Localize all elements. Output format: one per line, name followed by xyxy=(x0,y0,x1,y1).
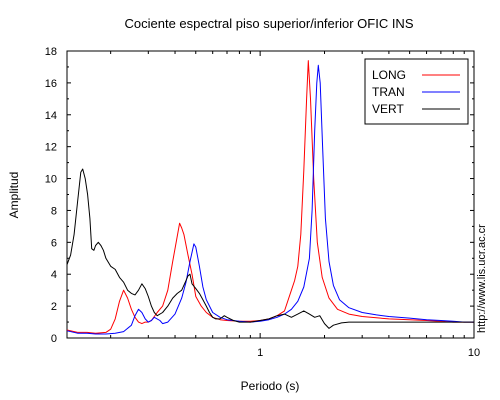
series-lines xyxy=(66,60,474,335)
y-tick-label: 6 xyxy=(51,237,57,249)
series-line-vert xyxy=(66,168,474,329)
chart-title: Cociente espectral piso superior/inferio… xyxy=(124,16,413,31)
watermark-url: http://www.lis.ucr.ac.cr xyxy=(476,224,488,333)
y-tick-label: 8 xyxy=(51,205,57,217)
x-tick-label: 1 xyxy=(257,347,263,359)
y-tick-label: 16 xyxy=(45,78,57,90)
legend-label-vert: VERT xyxy=(372,102,404,116)
legend-label-tran: TRAN xyxy=(372,85,405,99)
y-tick-label: 10 xyxy=(45,174,57,186)
y-tick-label: 12 xyxy=(45,142,57,154)
legend-label-long: LONG xyxy=(372,68,406,82)
y-tick-label: 0 xyxy=(51,333,57,345)
legend: LONG TRAN VERT xyxy=(364,58,469,125)
y-tick-label: 18 xyxy=(45,46,57,58)
y-tick-label: 4 xyxy=(51,269,57,281)
y-axis: 0 2 4 6 8 10 12 14 16 18 xyxy=(45,46,474,345)
y-tick-label: 14 xyxy=(45,110,57,122)
plot-area: 0 2 4 6 8 10 12 14 16 18 1 10 xyxy=(45,46,480,359)
y-axis-label: Amplitud xyxy=(7,172,21,219)
y-tick-label: 2 xyxy=(51,301,57,313)
series-line-tran xyxy=(66,64,474,335)
x-axis: 1 10 xyxy=(110,51,480,359)
x-tick-label: 10 xyxy=(468,347,480,359)
x-axis-label: Periodo (s) xyxy=(241,379,300,393)
